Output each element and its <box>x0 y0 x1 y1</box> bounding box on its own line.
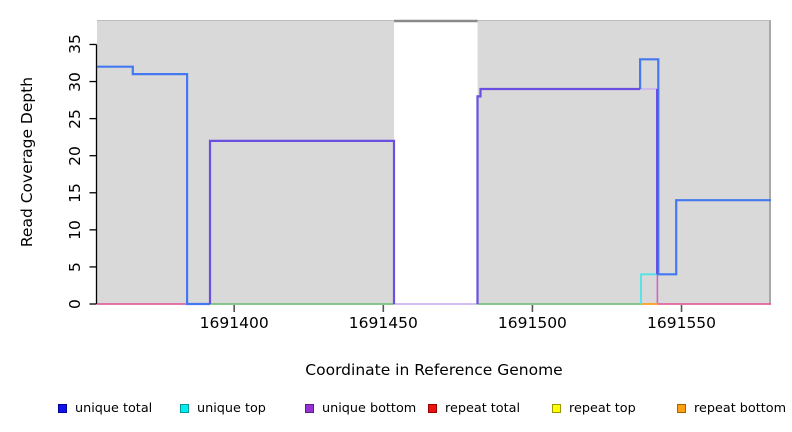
series-unique-top <box>640 273 658 304</box>
chart-legend: unique total unique top unique bottom repea… <box>0 396 792 420</box>
series-unique-bottom <box>208 139 396 304</box>
legend-swatch-icon <box>180 403 189 413</box>
legend-swatch-icon <box>552 403 561 413</box>
x-tick-label-1691550: 1691550 <box>647 314 717 332</box>
legend-item-unique-total: unique total <box>58 396 152 420</box>
legend-swatch-icon <box>428 403 437 413</box>
legend-label: unique top <box>197 400 266 416</box>
legend-label: unique bottom <box>322 400 417 416</box>
legend-label: repeat top <box>569 400 636 416</box>
y-tick-label-15: 15 <box>66 182 84 203</box>
y-tick-label-0: 0 <box>66 299 84 309</box>
legend-item-repeat-top: repeat top <box>552 396 636 420</box>
y-axis-title: Read Coverage Depth <box>18 76 36 248</box>
legend-label: unique total <box>75 400 153 416</box>
x-tick-label-1691400: 1691400 <box>199 314 269 332</box>
legend-item-repeat-total: repeat total <box>428 396 520 420</box>
legend-swatch-icon <box>58 403 67 413</box>
y-tick-label-5: 5 <box>66 261 84 272</box>
coverage-gap-band <box>394 20 478 305</box>
y-tick-label-30: 30 <box>66 71 84 92</box>
x-axis-title: Coordinate in Reference Genome <box>305 361 563 379</box>
series-unique-bottom <box>476 87 641 304</box>
x-tick-label-1691500: 1691500 <box>497 314 567 332</box>
y-tick-label-20: 20 <box>66 145 84 166</box>
series-unique-total <box>639 58 771 276</box>
series-unique-total <box>97 65 210 306</box>
legend-label: repeat total <box>445 400 521 416</box>
legend-item-repeat-bottom: repeat bottom <box>677 396 786 420</box>
y-tick-label-25: 25 <box>66 108 84 129</box>
legend-item-unique-bottom: unique bottom <box>305 396 416 420</box>
x-tick-label-1691450: 1691450 <box>348 314 418 332</box>
y-tick-label-10: 10 <box>66 219 84 240</box>
legend-swatch-icon <box>305 403 314 413</box>
legend-item-unique-top: unique top <box>180 396 266 420</box>
y-tick-label-35: 35 <box>66 34 84 55</box>
legend-swatch-icon <box>677 403 686 413</box>
legend-label: repeat bottom <box>694 400 787 416</box>
